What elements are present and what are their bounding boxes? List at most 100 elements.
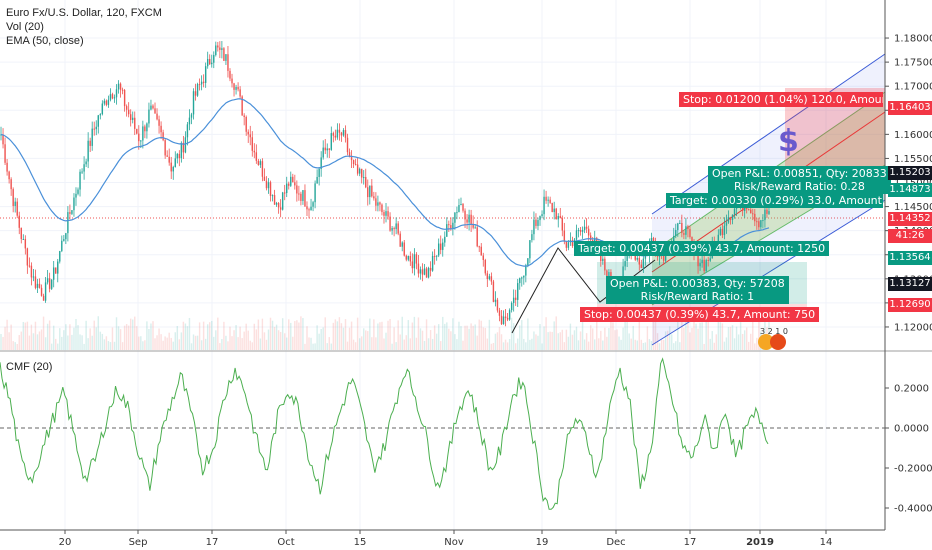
candle-body <box>24 239 27 249</box>
volume-bar <box>14 342 16 350</box>
candle-body <box>144 126 146 132</box>
volume-bar <box>249 340 251 350</box>
candle-body <box>322 147 324 158</box>
long-stop-label[interactable]: Stop: 0.00437 (0.39%) 43.7, Amount: 750 <box>580 307 820 322</box>
candle-body <box>281 192 284 210</box>
candle-body <box>172 167 174 172</box>
volume-bar <box>417 317 420 350</box>
volume-bar <box>338 317 341 350</box>
candle-body <box>435 255 438 257</box>
candle-body <box>67 212 69 234</box>
volume-bar <box>440 341 442 350</box>
volume-bar <box>450 331 452 350</box>
candle-body <box>59 251 61 262</box>
candle-body <box>89 140 91 146</box>
candle-body <box>44 282 47 301</box>
volume-bars <box>0 316 770 350</box>
volume-bar <box>166 337 168 350</box>
volume-bar <box>403 339 405 350</box>
candle-body <box>504 316 507 318</box>
candle-body <box>129 114 132 120</box>
candle-body <box>640 264 643 268</box>
volume-bar <box>462 340 464 350</box>
candle-body <box>241 96 243 116</box>
candle-body <box>577 229 580 231</box>
volume-bar <box>42 316 45 350</box>
volume-bar <box>283 333 286 350</box>
price-tag: 1.16403 <box>888 101 932 115</box>
volume-bar <box>381 321 383 350</box>
candle-body <box>34 276 37 288</box>
events-icon[interactable]: 3 2 1 0 <box>758 327 788 350</box>
volume-bar <box>504 339 507 350</box>
short-stop-label[interactable]: Stop: 0.01200 (1.04%) 120.0, Amount: 1 <box>679 92 883 107</box>
volume-bar <box>393 327 395 350</box>
volume-bar <box>160 334 162 350</box>
volume-bar <box>170 337 172 350</box>
candle-body <box>265 180 268 189</box>
volume-bar <box>739 322 742 350</box>
volume-bar <box>618 336 620 350</box>
volume-bar <box>472 325 474 350</box>
candle-body <box>55 267 57 274</box>
candle-body <box>136 128 138 134</box>
symbol-title[interactable]: Euro Fx/U.S. Dollar, 120, FXCM <box>6 7 162 19</box>
candle-body <box>480 246 482 256</box>
volume-bar <box>705 319 707 350</box>
candle-body <box>121 89 124 91</box>
ema-indicator-label[interactable]: EMA (50, close) <box>6 35 84 47</box>
volume-indicator-label[interactable]: Vol (20) <box>6 21 44 33</box>
candle-body <box>314 183 316 203</box>
candle-body <box>65 233 67 240</box>
volume-bar <box>508 339 511 350</box>
candle-body <box>336 129 339 138</box>
long-target-label[interactable]: Target: 0.00437 (0.39%) 43.7, Amount: 12… <box>574 241 830 256</box>
volume-bar <box>322 327 324 350</box>
volume-bar <box>40 329 43 350</box>
candle-body <box>557 216 559 220</box>
candle-body <box>689 229 691 238</box>
candle-body <box>687 226 689 230</box>
cmf-axis[interactable]: 0.2000 0.0000 -0.2000 -0.4000 <box>885 384 932 515</box>
candle-body <box>484 260 487 274</box>
volume-bar <box>444 323 446 350</box>
candle-body <box>474 227 476 229</box>
candle-body <box>271 195 274 197</box>
time-tick-label: Nov <box>444 537 464 548</box>
candle-body <box>164 140 166 156</box>
candle-body <box>541 214 543 217</box>
volume-bar <box>59 328 61 350</box>
volume-bar <box>624 316 626 350</box>
volume-bar <box>162 340 164 350</box>
cmf-indicator-label[interactable]: CMF (20) <box>6 361 53 373</box>
volume-bar <box>589 325 592 350</box>
short-target-label[interactable]: Target: 0.00330 (0.29%) 33.0, Amount: 10 <box>666 193 883 208</box>
volume-bar <box>294 321 296 350</box>
volume-bar <box>67 335 69 350</box>
volume-bar <box>52 325 55 350</box>
candle-body <box>760 220 762 228</box>
volume-bar <box>267 329 270 350</box>
candle-body <box>316 176 318 184</box>
candle-body <box>525 265 527 276</box>
volume-bar <box>723 341 726 350</box>
candle-body <box>279 207 282 210</box>
time-axis[interactable]: 20 Sep 17 Oct 15 Nov 19 Dec 17 2019 14 <box>59 530 833 548</box>
volume-bar <box>717 322 720 350</box>
volume-bar <box>415 337 418 350</box>
short-pnl-label[interactable]: Open P&L: 0.00851, Qty: 20833 Risk/Rewar… <box>708 166 891 194</box>
candle-body <box>490 276 493 282</box>
volume-bar <box>709 338 711 350</box>
volume-bar <box>486 338 489 350</box>
volume-bar <box>178 339 181 350</box>
candle-body <box>415 254 418 264</box>
candle-body <box>2 134 4 145</box>
candle-body <box>304 190 306 207</box>
long-pnl-label[interactable]: Open P&L: 0.00383, Qty: 57208 Risk/Rewar… <box>606 276 789 304</box>
volume-bar <box>10 324 12 350</box>
cmf-legend[interactable]: CMF (20) <box>6 360 52 374</box>
volume-bar <box>490 343 493 350</box>
volume-bar <box>545 317 547 350</box>
volume-bar <box>340 323 343 350</box>
